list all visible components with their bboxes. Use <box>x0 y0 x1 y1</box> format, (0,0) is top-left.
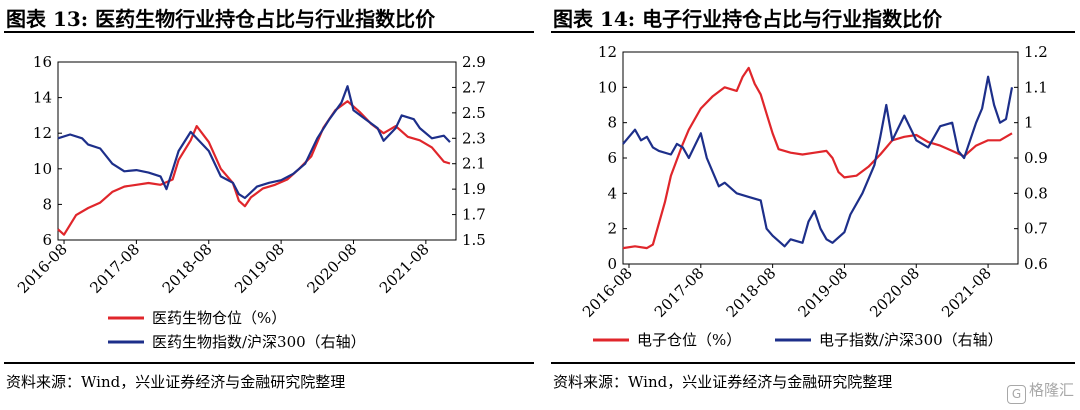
chart-title: 图表 13: 医药生物行业持仓占比与行业指数比价 <box>6 7 436 31</box>
legend-label: 电子仓位（%） <box>637 331 741 349</box>
y-left-tick-label: 6 <box>42 231 52 249</box>
x-tick-label: 2018-08 <box>723 264 780 321</box>
series-line <box>57 100 451 236</box>
y-left-tick-label: 10 <box>598 78 617 96</box>
series-line <box>622 75 1014 248</box>
x-tick-label: 2018-08 <box>159 240 216 297</box>
y-right-tick-label: 2.1 <box>462 155 486 173</box>
title-rule <box>4 31 534 33</box>
y-right-tick-label: 0.6 <box>1024 255 1048 273</box>
y-left-tick-label: 0 <box>607 255 617 273</box>
y-left-tick-label: 12 <box>33 124 52 142</box>
source-rule <box>551 362 1075 364</box>
x-tick-label: 2021-08 <box>938 264 995 321</box>
legend-label: 电子指数/沪深300（右轴） <box>819 331 1003 349</box>
y-left-tick-label: 14 <box>33 89 52 107</box>
y-right-tick-label: 2.9 <box>462 53 486 71</box>
series-line <box>622 66 1013 250</box>
y-right-tick-label: 1.7 <box>462 206 486 224</box>
watermark-logo-icon: G <box>1006 385 1026 404</box>
watermark-text: 格隆汇 <box>1028 381 1074 399</box>
x-tick-label: 2021-08 <box>376 240 433 297</box>
y-left-tick-label: 6 <box>607 149 617 167</box>
x-tick-label: 2017-08 <box>86 240 143 297</box>
series-line <box>57 85 451 200</box>
y-right-tick-label: 1.9 <box>462 180 486 198</box>
legend-label: 医药生物仓位（%） <box>152 309 286 327</box>
y-left-tick-label: 8 <box>42 195 52 213</box>
source-note: 资料来源：Wind，兴业证券经济与金融研究院整理 <box>553 373 893 391</box>
y-left-tick-label: 12 <box>598 43 617 61</box>
y-right-tick-label: 1.2 <box>1024 43 1048 61</box>
y-left-tick-label: 2 <box>607 220 617 238</box>
y-right-tick-label: 2.5 <box>462 104 486 122</box>
y-right-tick-label: 0.9 <box>1024 149 1048 167</box>
chart-panel-right: 图表 14: 电子行业持仓占比与行业指数比价 0 2 4 6 8 10 12 0.6 0.7 0.… <box>547 0 1080 410</box>
y-right-tick-label: 2.7 <box>462 78 486 96</box>
x-tick-label: 2019-08 <box>794 264 851 321</box>
source-rule <box>4 362 534 364</box>
x-tick-label: 2020-08 <box>866 264 923 321</box>
y-left-tick-label: 4 <box>607 184 617 202</box>
chart-panel-left: 图表 13: 医药生物行业持仓占比与行业指数比价 6 8 10 12 14 16 1.5 1.… <box>4 7 534 391</box>
x-tick-label: 2019-08 <box>231 240 288 297</box>
y-right-tick-label: 1.5 <box>462 231 486 249</box>
plot-frame <box>622 51 1019 265</box>
title-rule <box>551 31 1075 33</box>
plot-frame <box>57 61 457 241</box>
y-right-tick-label: 0.7 <box>1024 220 1048 238</box>
y-right-tick-label: 1.1 <box>1024 78 1048 96</box>
y-right-tick-label: 0.8 <box>1024 184 1048 202</box>
watermark: G 格隆汇 <box>1006 379 1074 404</box>
y-left-tick-label: 8 <box>607 114 617 132</box>
y-left-tick-label: 10 <box>33 160 52 178</box>
x-tick-label: 2017-08 <box>651 264 708 321</box>
x-tick-label: 2020-08 <box>304 240 361 297</box>
y-right-tick-label: 1 <box>1024 114 1034 132</box>
source-note: 资料来源：Wind，兴业证券经济与金融研究院整理 <box>6 373 346 391</box>
legend-label: 医药生物指数/沪深300（右轴） <box>152 333 366 351</box>
y-left-tick-label: 16 <box>33 53 52 71</box>
chart-title: 图表 14: 电子行业持仓占比与行业指数比价 <box>553 7 943 31</box>
chart-svg: 68101214161.51.71.92.12.32.52.72.92016-0… <box>14 53 486 351</box>
y-right-tick-label: 2.3 <box>462 129 486 147</box>
